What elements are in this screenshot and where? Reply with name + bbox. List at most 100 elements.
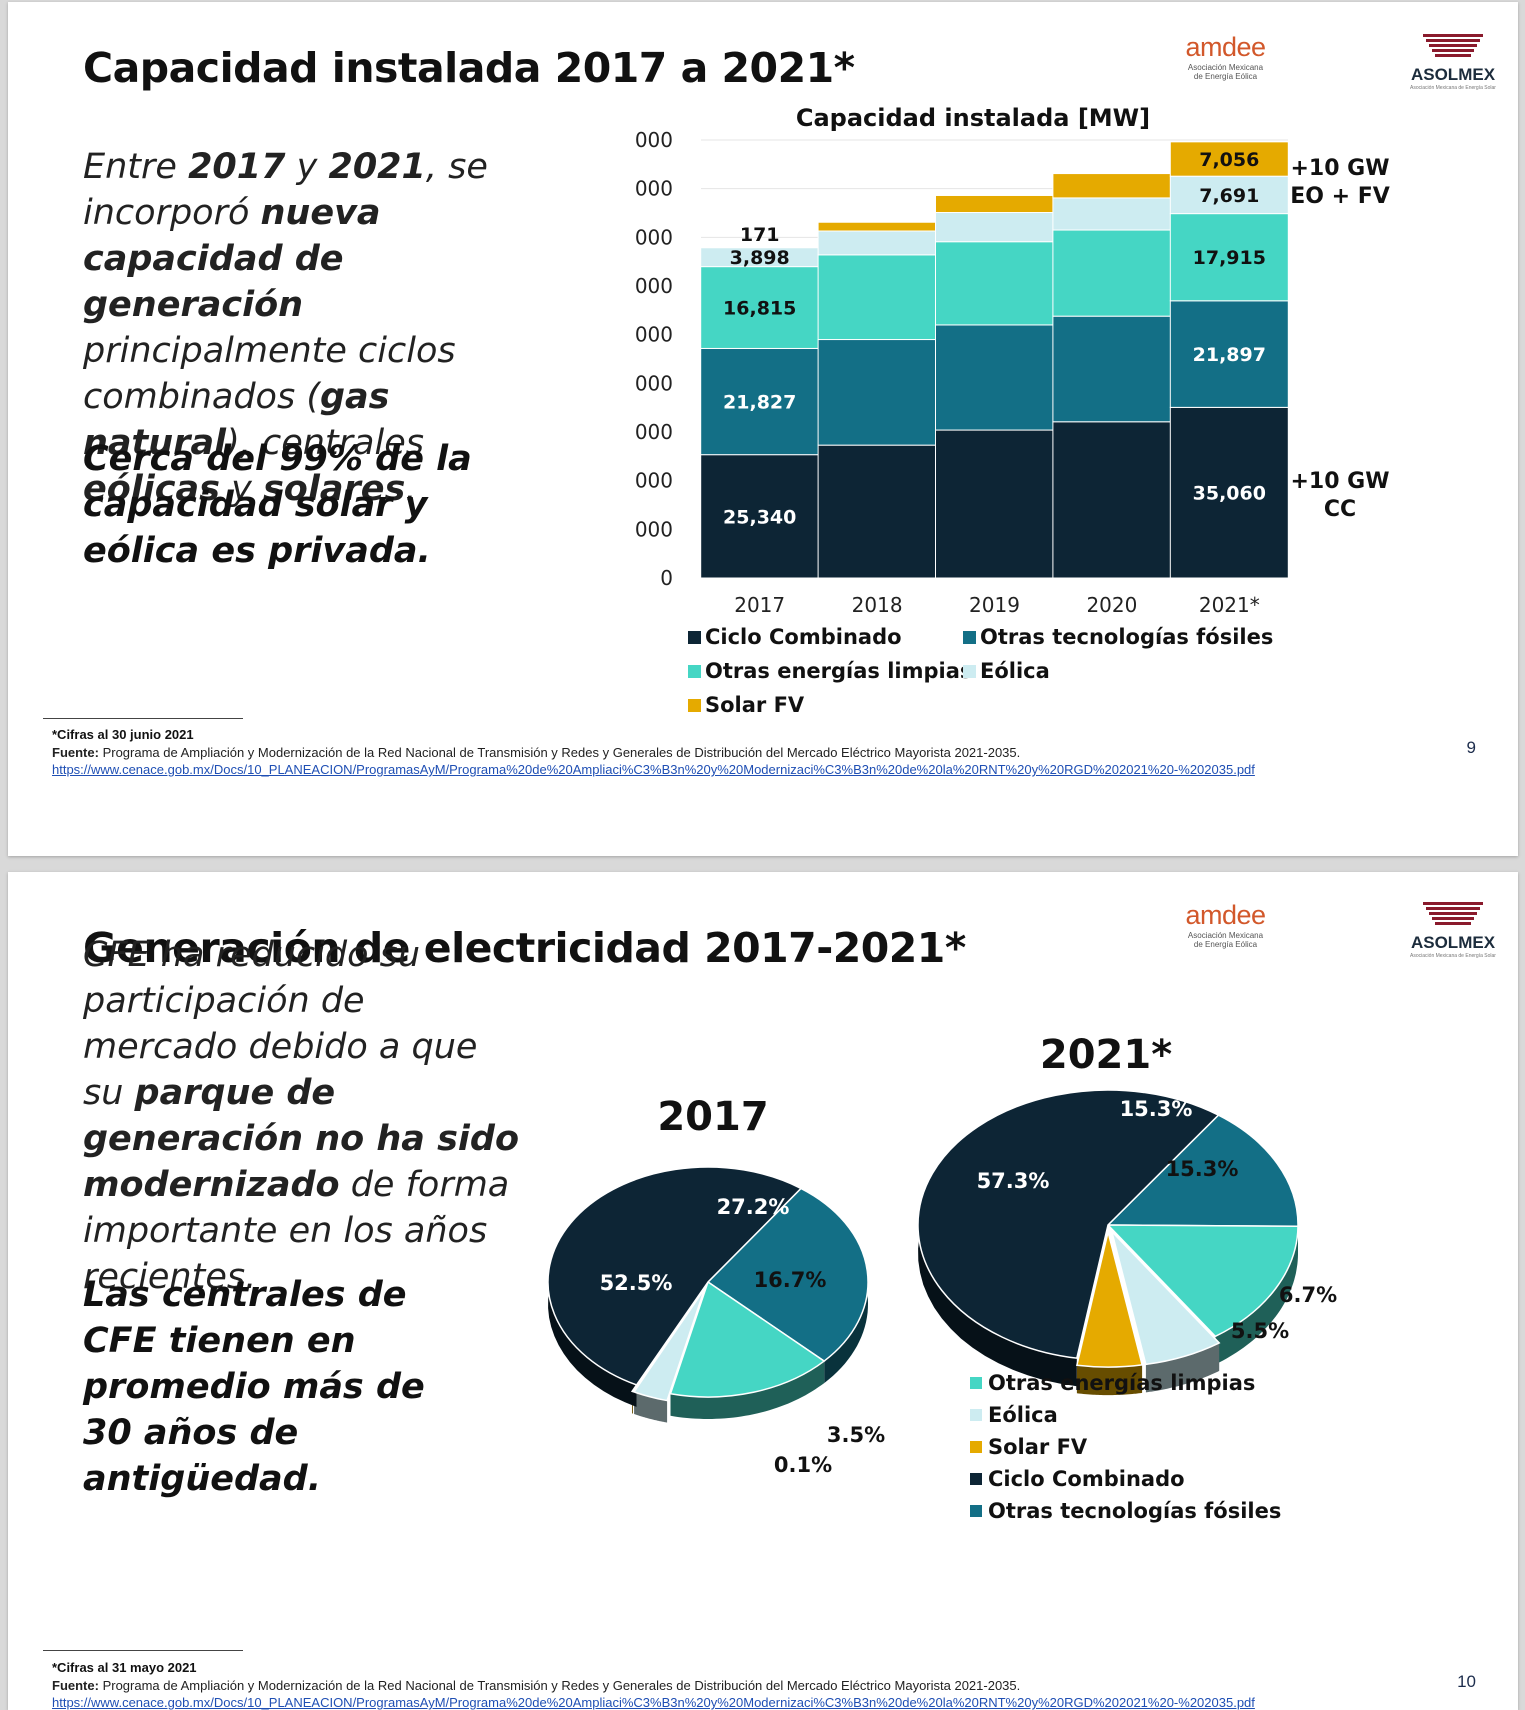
chart-title: Capacidad instalada [MW] bbox=[796, 104, 1150, 132]
legend-swatch bbox=[970, 1473, 982, 1485]
data-label: 3,898 bbox=[730, 247, 790, 269]
data-label: 21,827 bbox=[723, 392, 796, 414]
body-run: y bbox=[219, 469, 263, 509]
legend-label: Otras tecnologías fósiles bbox=[988, 1499, 1281, 1523]
bar-chart: Capacidad instalada [MW] 0 10,000 20,000 30,… bbox=[633, 104, 1390, 717]
amdee-logo: amdee Asociación Mexicana de Energía Eól… bbox=[1168, 900, 1283, 949]
page-number: 10 bbox=[1457, 1672, 1476, 1691]
pie-charts: 2017 27.2% 16.7% 3.5% 0.1% 52.5% 2021* 15.3% 15.… bbox=[547, 1032, 1337, 1523]
asolmex-sun-icon bbox=[1423, 902, 1483, 925]
amdee-logo-sub1: Asociación Mexicana bbox=[1187, 931, 1264, 940]
data-label: 7,691 bbox=[1199, 185, 1259, 207]
source-body: Programa de Ampliación y Modernización d… bbox=[98, 1678, 1021, 1693]
emphasis-paragraph: Cerca del 99% de la capacidad solar y eó… bbox=[83, 439, 472, 571]
amdee-logo-sub2: de Energía Eólica bbox=[1193, 72, 1258, 81]
bar-segment bbox=[817, 230, 937, 256]
source-label: Fuente: bbox=[52, 1678, 99, 1693]
x-tick-label: 2021* bbox=[1199, 593, 1260, 617]
amdee-logo-sub1: Asociación Mexicana bbox=[1187, 63, 1264, 72]
bar-segment bbox=[935, 324, 1054, 431]
body-run: ), centrales bbox=[226, 423, 424, 463]
bar-segment bbox=[700, 246, 820, 249]
bar-segment bbox=[817, 221, 937, 232]
bar-segment bbox=[1169, 406, 1289, 579]
data-label: 171 bbox=[740, 224, 780, 246]
source-text: Fuente: Programa de Ampliación y Moderni… bbox=[52, 1678, 1020, 1693]
footer-rule bbox=[43, 1650, 243, 1651]
pie-label: 52.5% bbox=[600, 1271, 673, 1295]
annotation-label: EO + FV bbox=[1290, 184, 1390, 209]
amdee-logo-sub2: de Energía Eólica bbox=[1193, 940, 1258, 949]
y-tick-label: 10,000 bbox=[633, 517, 673, 541]
slide-capacidad: Capacidad instalada 2017 a 2021* amdee A… bbox=[8, 2, 1518, 856]
pie-slice bbox=[669, 1280, 826, 1398]
legend-swatch bbox=[970, 1505, 982, 1517]
y-tick-label: 0 bbox=[660, 566, 673, 590]
pie-slice-side bbox=[1145, 1342, 1220, 1393]
body-run: de forma importante en los años reciente… bbox=[83, 1165, 510, 1297]
source-text: Fuente: Programa de Ampliación y Moderni… bbox=[52, 745, 1020, 760]
page-number: 9 bbox=[1466, 738, 1476, 757]
legend-label: Solar FV bbox=[705, 693, 805, 717]
amdee-logo: amdee Asociación Mexicana de Energía Eól… bbox=[1168, 32, 1283, 81]
legend-label: Solar FV bbox=[988, 1435, 1088, 1459]
bar-segment bbox=[1169, 213, 1289, 302]
asolmex-logo-text: ASOLMEX bbox=[1410, 933, 1496, 952]
pie-slice-side bbox=[670, 1361, 825, 1419]
pie-label: 5.5% bbox=[1231, 1319, 1289, 1343]
body-run: nueva capacidad de generación bbox=[83, 193, 381, 325]
pie-title: 2021* bbox=[1040, 1032, 1172, 1078]
bar-segment bbox=[935, 429, 1054, 579]
data-label: 17,915 bbox=[1193, 247, 1266, 269]
y-tick-label: 60,000 bbox=[633, 274, 673, 298]
legend-swatch bbox=[963, 665, 976, 678]
pie-label: 3.5% bbox=[827, 1423, 885, 1447]
asolmex-sun-icon bbox=[1423, 34, 1483, 57]
bar-segment bbox=[1052, 229, 1172, 317]
pie-slice bbox=[1075, 1231, 1144, 1368]
asolmex-logo-sub: Asociación Mexicana de Energía Solar bbox=[1410, 953, 1496, 959]
pie-label: 16.7% bbox=[754, 1268, 827, 1292]
bar-segment bbox=[817, 444, 937, 579]
bar-segment bbox=[935, 194, 1054, 214]
data-label: 16,815 bbox=[723, 298, 796, 320]
annotation-label: +10 GW bbox=[1290, 469, 1389, 494]
amdee-logo-text: amdee bbox=[1185, 900, 1266, 930]
source-link[interactable]: https://www.cenace.gob.mx/Docs/10_PLANEA… bbox=[52, 1695, 1255, 1710]
body-run: gas natural bbox=[83, 377, 390, 463]
bar-segment bbox=[1169, 175, 1289, 215]
pie-slice bbox=[1106, 1224, 1299, 1338]
source-link[interactable]: https://www.cenace.gob.mx/Docs/10_PLANEA… bbox=[52, 762, 1255, 777]
body-paragraph: Entre 2017 y 2021, se incorporó nueva ca… bbox=[83, 144, 553, 512]
legend-label: Otras energías limpias bbox=[705, 659, 972, 683]
y-tick-label: 30,000 bbox=[633, 420, 673, 444]
pie-label: 6.7% bbox=[1279, 1283, 1337, 1307]
legend-label: Ciclo Combinado bbox=[988, 1467, 1185, 1491]
bar-segment bbox=[935, 212, 1054, 243]
data-label: 35,060 bbox=[1193, 483, 1266, 505]
body-run: 2021 bbox=[328, 147, 426, 187]
legend-swatch bbox=[963, 631, 976, 644]
data-label: 21,897 bbox=[1193, 344, 1266, 366]
pie-slice bbox=[917, 1089, 1220, 1359]
x-tick-label: 2017 bbox=[734, 593, 785, 617]
footnote: *Cifras al 30 junio 2021 bbox=[52, 727, 194, 742]
data-label: 25,340 bbox=[723, 506, 796, 528]
asolmex-logo: ASOLMEX Asociación Mexicana de Energía S… bbox=[1408, 32, 1498, 91]
pie-label: 27.2% bbox=[717, 1195, 790, 1219]
bar-segment bbox=[1169, 300, 1289, 408]
bar-segment bbox=[1052, 197, 1172, 231]
pie-slice-side bbox=[1076, 1364, 1143, 1396]
body-run: solares bbox=[262, 469, 406, 509]
legend-label: Eólica bbox=[980, 659, 1050, 683]
body-paragraph: CFE ha reducido su participación de merc… bbox=[83, 932, 523, 1300]
y-tick-label: 40,000 bbox=[633, 371, 673, 395]
legend-swatch bbox=[970, 1441, 982, 1453]
data-label: 7,056 bbox=[1199, 149, 1259, 171]
asolmex-logo-text: ASOLMEX bbox=[1410, 65, 1496, 84]
footer-rule bbox=[43, 718, 243, 719]
y-tick-label: 50,000 bbox=[633, 323, 673, 347]
legend-label: Otras tecnologías fósiles bbox=[980, 625, 1273, 649]
legend-swatch bbox=[970, 1409, 982, 1421]
bar-segment bbox=[817, 339, 937, 446]
